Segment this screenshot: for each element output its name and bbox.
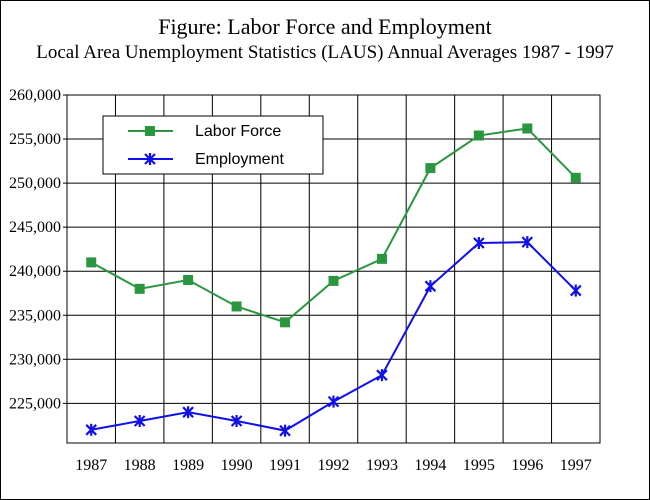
chart-subtitle: Local Area Unemployment Statistics (LAUS…: [36, 42, 614, 63]
x-tick-label: 1995: [463, 457, 495, 474]
legend-labor-force-label: Labor Force: [195, 123, 281, 140]
employment-point: [133, 414, 146, 427]
y-tick-label: 225,000: [9, 395, 61, 412]
y-tick-label: 255,000: [9, 131, 61, 148]
y-tick-label: 240,000: [9, 263, 61, 280]
labor-force-point: [280, 317, 291, 328]
employment-point: [424, 280, 437, 293]
x-tick-label: 1997: [560, 457, 592, 474]
employment-point: [327, 395, 340, 408]
chart-title: Figure: Labor Force and Employment: [158, 14, 492, 39]
labor-force-point: [134, 283, 145, 294]
y-tick-label: 235,000: [9, 307, 61, 324]
labor-force-point: [522, 123, 533, 134]
x-tick-label: 1994: [414, 457, 446, 474]
y-tick-label: 260,000: [9, 87, 61, 104]
labor-force-point: [231, 301, 242, 312]
x-tick-label: 1989: [172, 457, 204, 474]
labor-force-point: [570, 172, 581, 183]
employment-point: [376, 369, 388, 382]
x-tick-label: 1991: [269, 457, 301, 474]
x-tick-label: 1988: [124, 457, 156, 474]
labor-force-point: [183, 275, 194, 286]
y-tick-label: 245,000: [9, 219, 61, 236]
labor-force-point: [376, 253, 387, 264]
x-tick-label: 1993: [366, 457, 398, 474]
employment-point: [279, 424, 291, 437]
x-tick-label: 1987: [75, 457, 107, 474]
legend-box: [102, 115, 324, 175]
legend-employment-marker: [144, 153, 156, 165]
legend-employment-label: Employment: [195, 151, 284, 168]
employment-point: [85, 423, 98, 436]
x-tick-label: 1990: [221, 457, 253, 474]
labor-force-point: [425, 163, 436, 174]
legend-labor-force-marker: [145, 126, 155, 136]
employment-point: [473, 237, 485, 250]
employment-point: [569, 284, 582, 297]
labor-force-point: [328, 275, 339, 286]
plot-area: [66, 94, 601, 444]
y-tick-label: 230,000: [9, 351, 61, 368]
x-tick-label: 1996: [511, 457, 543, 474]
employment-point: [182, 406, 194, 419]
employment-point: [521, 236, 534, 249]
labor-force-point: [473, 130, 484, 141]
y-tick-label: 250,000: [9, 175, 61, 192]
labor-force-point: [86, 257, 97, 268]
employment-point: [230, 414, 243, 427]
x-tick-label: 1992: [318, 457, 350, 474]
